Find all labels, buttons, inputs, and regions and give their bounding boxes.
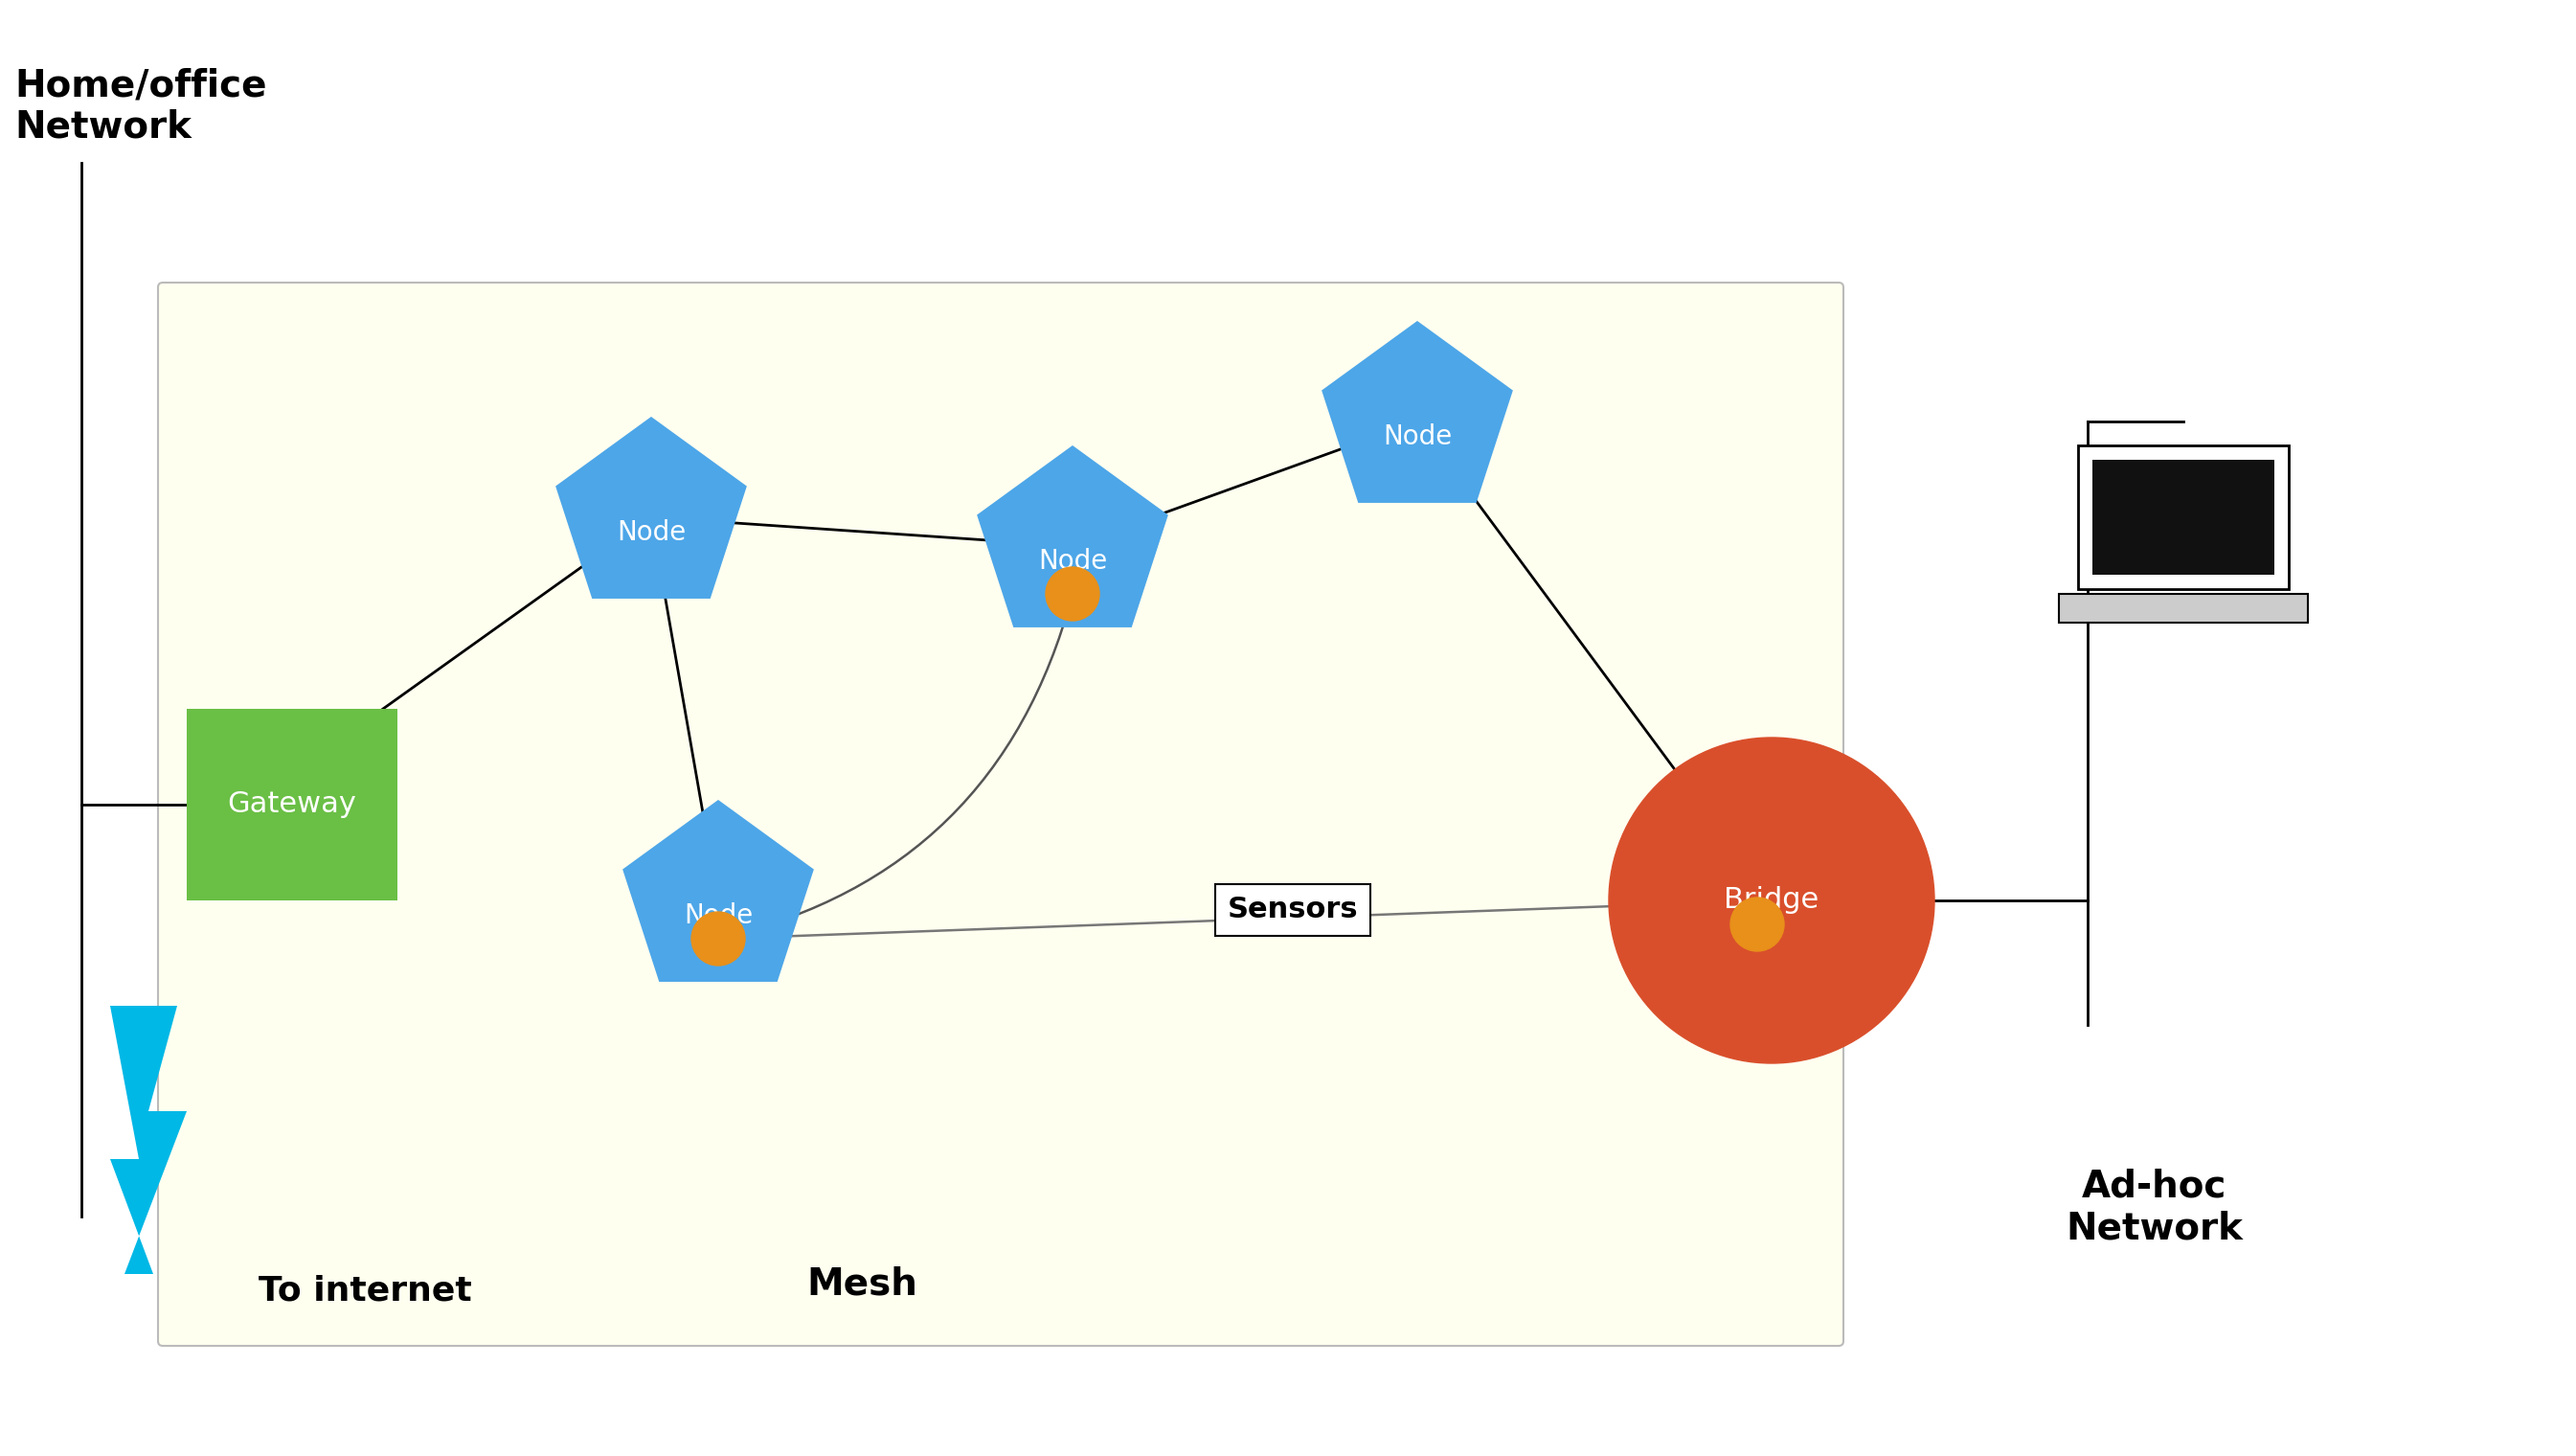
Circle shape [1046,566,1100,620]
Text: Node: Node [1383,424,1453,450]
Text: Bridge: Bridge [1723,887,1819,914]
Text: Home/office
Network: Home/office Network [15,67,268,146]
FancyBboxPatch shape [2092,460,2275,575]
Text: To internet: To internet [258,1274,471,1306]
Text: Gateway: Gateway [227,791,355,818]
Polygon shape [623,799,814,981]
Polygon shape [976,446,1167,628]
Circle shape [1610,738,1935,1063]
Circle shape [690,911,744,965]
Polygon shape [556,416,747,598]
Text: Ad-hoc
Network: Ad-hoc Network [2066,1169,2244,1248]
Text: Node: Node [1038,547,1108,575]
FancyBboxPatch shape [185,709,397,900]
FancyBboxPatch shape [2058,594,2308,623]
FancyBboxPatch shape [157,282,1844,1345]
Polygon shape [111,1006,185,1274]
Text: Node: Node [616,518,685,546]
FancyBboxPatch shape [2079,446,2287,590]
Text: Mesh: Mesh [806,1267,917,1303]
Circle shape [1731,897,1785,951]
Polygon shape [1321,320,1512,502]
Text: Sensors: Sensors [1226,895,1358,925]
Text: Node: Node [683,903,752,929]
